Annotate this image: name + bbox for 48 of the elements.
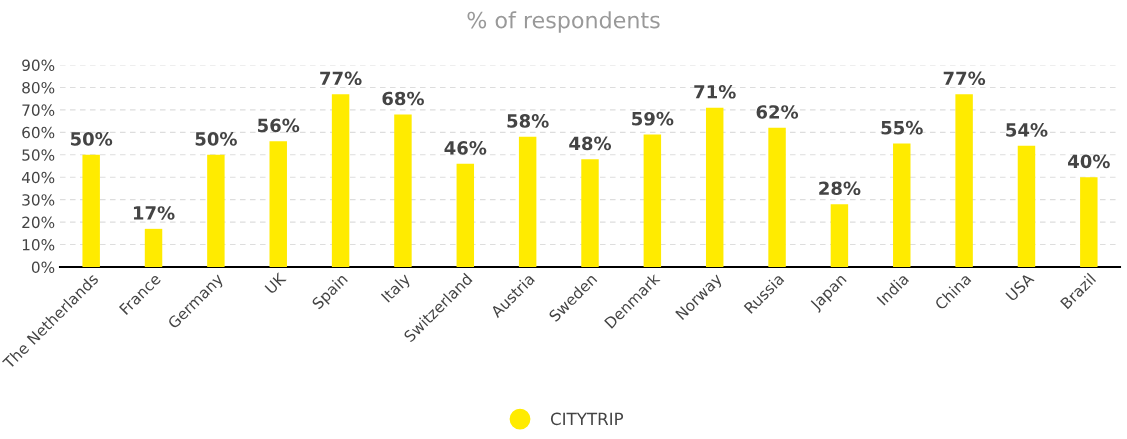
y-tick-label: 40% [21, 171, 55, 184]
bar [269, 141, 287, 267]
data-label: 62% [756, 105, 799, 119]
y-tick-label: 20% [22, 216, 55, 229]
y-tick-label: 60% [22, 126, 55, 139]
bar [144, 228, 163, 267]
y-tick-label: 10% [22, 239, 55, 251]
data-label: 28% [819, 181, 861, 196]
bar [518, 136, 537, 267]
bar [830, 204, 849, 267]
bar [456, 163, 475, 267]
bar [643, 134, 662, 267]
bar [394, 114, 412, 267]
bar [768, 127, 786, 267]
y-tick-label: 50% [22, 149, 55, 161]
bar [331, 94, 350, 267]
data-label: 55% [881, 120, 923, 135]
data-label: 50% [70, 132, 113, 146]
bar [955, 94, 973, 267]
data-label: 71% [694, 84, 736, 99]
x-tick-label: USA [1005, 272, 1035, 302]
x-tick-label: UK [264, 271, 287, 295]
bar [1017, 145, 1036, 267]
y-tick-label: 70% [22, 104, 55, 116]
y-tick-label: 0% [31, 261, 55, 274]
data-label: 59% [632, 111, 674, 126]
data-label: 77% [320, 71, 362, 86]
bar [1080, 177, 1098, 267]
data-label: 58% [507, 114, 549, 128]
y-tick-label: 80% [22, 81, 55, 94]
bar [581, 159, 599, 267]
y-tick-label: 90% [22, 59, 55, 72]
data-label: 54% [1006, 123, 1048, 137]
bar [82, 154, 100, 267]
data-label: 68% [382, 91, 424, 106]
bar [207, 154, 225, 267]
chart-title: % of respondents [467, 11, 660, 33]
data-label: 40% [1068, 154, 1110, 169]
data-label: 56% [258, 118, 300, 133]
data-label: 48% [569, 136, 612, 151]
legend-label: CITYTRIP [550, 412, 624, 426]
data-label: 50% [195, 132, 237, 146]
bar [893, 143, 911, 267]
bar [705, 107, 724, 267]
data-label: 77% [943, 71, 986, 86]
data-label: 17% [133, 206, 175, 220]
data-label: 46% [444, 141, 487, 155]
y-tick-label: 30% [22, 194, 55, 206]
